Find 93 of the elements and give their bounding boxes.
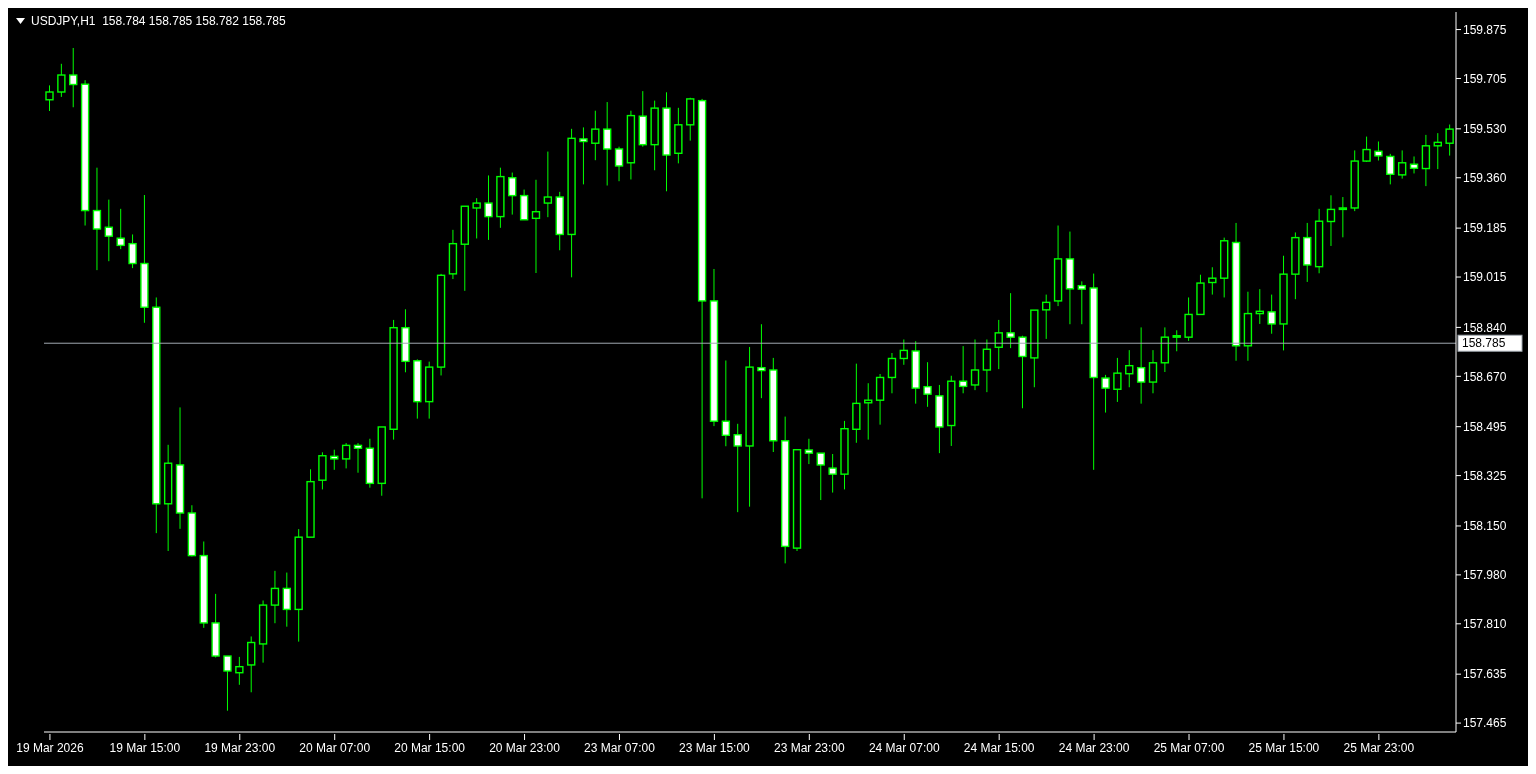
candlestick [341,442,351,469]
candlestick [1208,266,1217,296]
candlestick [1042,294,1051,340]
y-tick-label: 157.810 [1463,617,1507,632]
candlestick [1184,296,1193,342]
candlestick [1338,196,1348,238]
y-tick-label: 157.635 [1463,667,1507,682]
y-tick-label: 157.465 [1463,716,1507,731]
candlestick [1113,357,1122,403]
candlestick [1077,280,1086,325]
candlestick [733,423,742,513]
candlestick [508,172,517,216]
x-tick-label: 20 Mar 15:00 [394,741,466,755]
candlestick [1386,153,1395,185]
candlestick [1397,149,1407,180]
candlestick [543,151,553,218]
candlestick [1374,141,1383,161]
candlestick [757,323,766,399]
candlestick [45,84,54,112]
candlestick [1006,292,1015,349]
candlestick [116,208,125,250]
ref-line-label: 158.785 [1462,336,1506,351]
candlestick [1409,155,1419,174]
candlestick [484,174,493,241]
candlestick [235,656,244,686]
candlestick [1101,374,1110,414]
x-tick-label: 25 Mar 23:00 [1343,741,1415,755]
candlestick [887,352,897,394]
x-tick-label: 20 Mar 23:00 [489,741,561,755]
candlestick [1125,349,1134,388]
candlestick [223,655,232,712]
y-tick-label: 159.360 [1463,171,1507,186]
y-tick-label: 159.185 [1463,221,1507,236]
candlestick [816,452,825,501]
candlestick [1421,134,1431,187]
candlestick [270,570,280,624]
candlestick [330,449,339,471]
y-tick-label: 158.840 [1463,320,1507,335]
candlestick [531,179,541,274]
candlestick [970,338,980,391]
candlestick [923,361,932,408]
y-tick-label: 158.150 [1463,519,1507,534]
x-tick-label: 19 Mar 15:00 [109,741,181,755]
candlestick [602,101,612,187]
candlestick [1326,194,1336,247]
y-tick-label: 157.980 [1463,568,1507,583]
candlestick [994,319,1003,370]
chart-title: USDJPY,H1 158.784 158.785 158.782 158.785 [31,14,286,28]
candlestick [579,126,588,185]
x-tick-label: 19 Mar 2026 [16,741,84,755]
candlestick [1136,326,1146,405]
x-tick-label: 19 Mar 23:00 [204,741,276,755]
candlestick [1445,124,1454,157]
candlestick [1148,349,1158,394]
y-tick-label: 159.530 [1463,122,1507,137]
x-tick-label: 24 Mar 15:00 [963,741,1035,755]
candlestick [69,47,78,108]
candlestick [591,110,600,161]
x-tick-label: 24 Mar 07:00 [868,741,940,755]
x-tick-label: 23 Mar 15:00 [679,741,751,755]
candlestick [804,438,814,465]
y-tick-label: 159.015 [1463,270,1507,285]
candlestick [1172,329,1181,352]
candlestick [1433,132,1442,170]
y-tick-label: 159.705 [1463,71,1507,86]
x-tick-label: 23 Mar 23:00 [773,741,846,755]
candlestick [1362,136,1371,163]
x-tick-label: 24 Mar 23:00 [1058,741,1130,755]
candlestick [92,167,102,271]
candlestick [128,233,137,269]
candlestick [828,453,837,494]
candlestick [614,146,624,182]
candlestick [247,635,256,693]
candlestick [1018,335,1027,409]
candlestick [1267,294,1276,335]
candlestick [104,199,114,262]
candlestick [982,338,992,393]
y-tick-label: 158.325 [1463,468,1507,483]
candlestick [875,373,885,426]
candlestick [958,345,968,394]
x-tick-label: 23 Mar 07:00 [584,741,656,755]
y-tick-label: 158.670 [1463,369,1507,384]
candlestick [57,63,66,98]
y-tick-label: 158.495 [1463,419,1507,434]
candlestick [721,359,731,447]
x-tick-label: 25 Mar 07:00 [1153,741,1225,755]
candlestick [282,572,292,628]
x-tick-label: 20 Mar 07:00 [299,741,371,755]
candlestick [353,442,363,474]
candlestick [899,338,909,366]
y-tick-label: 159.875 [1463,22,1507,37]
candlestick [472,197,481,239]
x-tick-label: 25 Mar 15:00 [1248,741,1320,755]
